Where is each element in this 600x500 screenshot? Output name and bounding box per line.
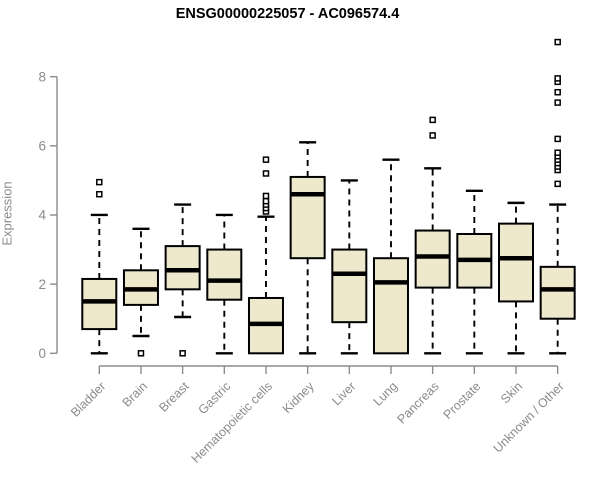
box-skin — [498, 222, 534, 303]
y-tick-label-4: 4 — [38, 208, 46, 223]
chart-title: ENSG00000225057 - AC096574.4 — [175, 6, 400, 22]
y-tick-label-2: 2 — [38, 277, 46, 292]
outlier-point-pancreas — [429, 116, 436, 124]
x-tick-label-skin: Skin — [498, 379, 525, 406]
box-liver — [331, 248, 368, 324]
x-tick-label-pancreas: Pancreas — [395, 379, 442, 426]
x-tick-label-prostate: Prostate — [441, 379, 484, 422]
outlier-point-unknown-other — [554, 135, 561, 143]
box-pancreas — [414, 229, 451, 289]
box-lung — [372, 257, 409, 355]
outlier-point-bladder — [96, 178, 103, 186]
x-tick-label-breast: Breast — [156, 379, 192, 415]
outlier-point-hematopoietic-cells — [262, 170, 270, 177]
x-tick-label-gastric: Gastric — [196, 379, 234, 417]
outlier-point-unknown-other — [554, 38, 561, 46]
x-tick-label-lung: Lung — [371, 379, 401, 409]
outlier-point-unknown-other — [554, 75, 561, 82]
outlier-point-breast — [179, 350, 186, 357]
outlier-point-unknown-other — [554, 99, 561, 106]
y-tick-label-0: 0 — [38, 346, 46, 361]
outlier-point-pancreas — [429, 132, 436, 139]
outlier-point-hematopoietic-cells — [262, 192, 270, 200]
x-tick-label-bladder: Bladder — [68, 379, 108, 419]
outlier-point-hematopoietic-cells — [262, 197, 270, 205]
outlier-point-bladder — [96, 190, 103, 198]
outlier-point-unknown-other — [554, 88, 561, 96]
y-axis-title: Expression — [0, 181, 15, 246]
box-gastric — [206, 248, 243, 301]
box-kidney — [289, 175, 326, 260]
x-tick-label-hematopoietic-cells: Hematopoietic cells — [189, 379, 276, 466]
x-tick-label-liver: Liver — [329, 379, 358, 408]
box-unknown-other — [539, 265, 576, 320]
box-breast — [164, 245, 201, 291]
outlier-point-unknown-other — [554, 180, 561, 188]
x-tick-label-unknown-other: Unknown / Other — [491, 379, 567, 455]
outlier-point-brain — [137, 350, 145, 357]
x-tick-label-brain: Brain — [120, 379, 151, 410]
outlier-point-unknown-other — [554, 149, 561, 156]
box-bladder — [81, 277, 118, 331]
outlier-point-hematopoietic-cells — [262, 156, 270, 163]
y-tick-label-8: 8 — [38, 69, 46, 84]
x-tick-label-kidney: Kidney — [280, 379, 317, 416]
y-tick-label-6: 6 — [38, 139, 46, 154]
